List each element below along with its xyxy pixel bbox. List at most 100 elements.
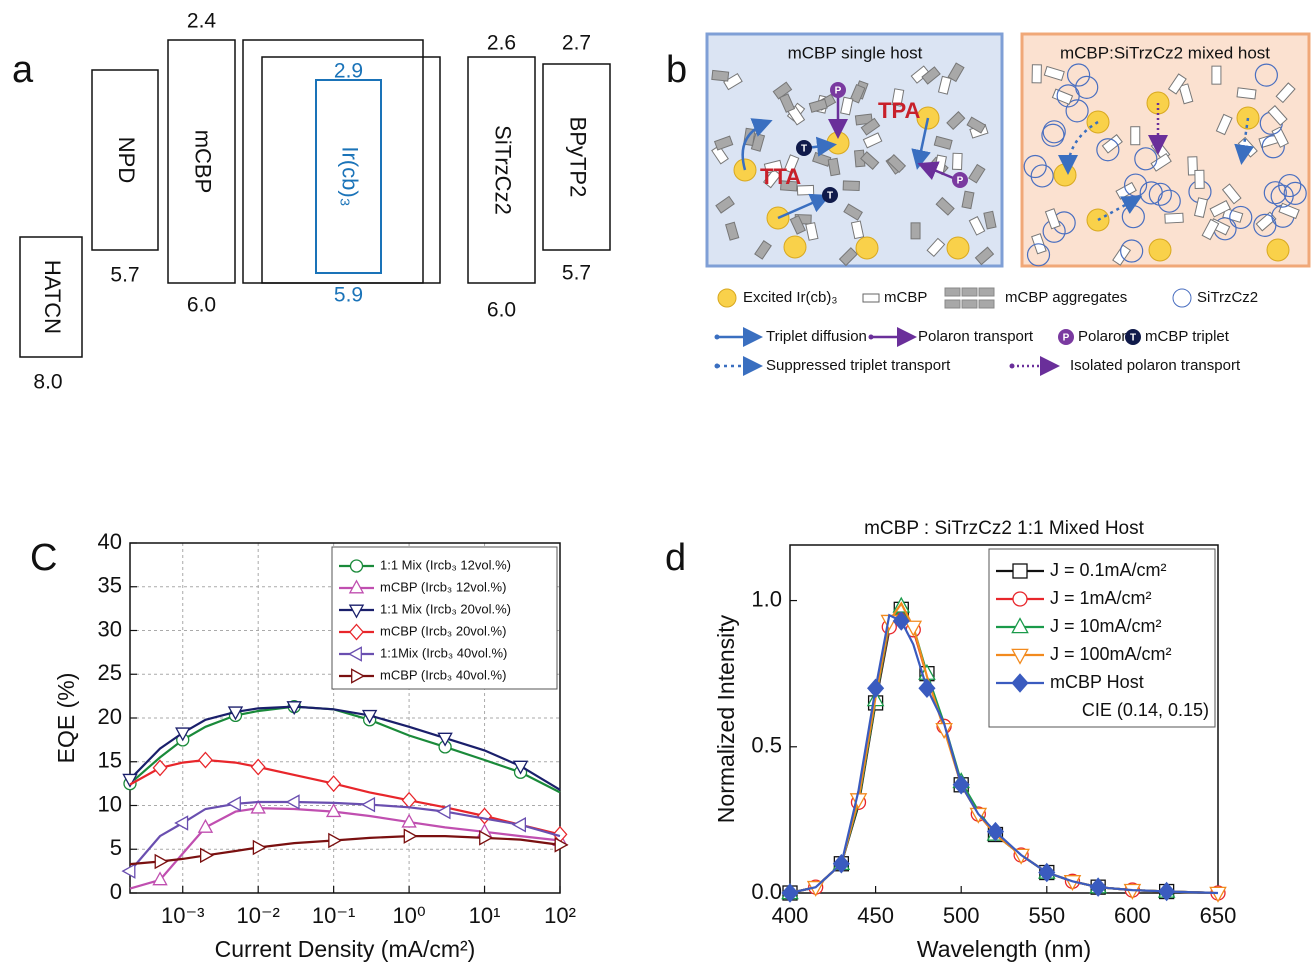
x-tick-label: 400 bbox=[772, 903, 809, 928]
excited-emitter bbox=[1148, 238, 1172, 262]
data-marker bbox=[121, 863, 136, 879]
data-marker bbox=[918, 678, 936, 699]
data-marker bbox=[227, 706, 244, 721]
sitrzcz2-molecule bbox=[1120, 239, 1144, 263]
data-marker bbox=[122, 773, 138, 788]
legend-icon bbox=[978, 287, 995, 297]
mcbp-molecule bbox=[862, 132, 883, 149]
legend-icon bbox=[944, 287, 961, 297]
sitrzcz2-molecule bbox=[1270, 184, 1294, 208]
mcbp-molecule bbox=[1215, 113, 1233, 136]
panel-label: a bbox=[12, 49, 34, 91]
y-tick-label: 0.0 bbox=[751, 879, 782, 904]
mcbp-molecule bbox=[840, 96, 854, 116]
data-marker bbox=[174, 815, 189, 831]
x-tick-label: 10¹ bbox=[469, 903, 501, 928]
data-marker bbox=[986, 821, 1005, 842]
mcbp-molecule bbox=[796, 184, 815, 196]
mcbp-molecule bbox=[783, 154, 800, 174]
data-marker bbox=[325, 803, 342, 818]
legend-text: J = 100mA/cm² bbox=[1050, 644, 1172, 664]
sitrzcz2-molecule bbox=[1065, 99, 1089, 123]
host-title: mCBP:SiTrzCz2 mixed host bbox=[1060, 43, 1270, 62]
sitrzcz2-molecule bbox=[1023, 154, 1047, 179]
energy-level-box bbox=[167, 39, 236, 284]
mcbp-molecule bbox=[762, 168, 782, 189]
mcbp-molecule bbox=[891, 88, 905, 107]
y-tick-label: 25 bbox=[98, 660, 122, 685]
data-marker bbox=[250, 758, 266, 776]
homo-label: 6.0 bbox=[487, 299, 516, 322]
data-marker bbox=[351, 668, 366, 684]
data-marker bbox=[361, 709, 378, 724]
x-tick-label: 10⁻² bbox=[236, 903, 279, 928]
legend-icon bbox=[1172, 288, 1192, 308]
energy-level-box bbox=[467, 56, 536, 284]
y-tick-label: 5 bbox=[110, 835, 122, 860]
mcbp-molecule bbox=[763, 159, 783, 174]
lumo-label: 2.6 bbox=[487, 32, 516, 55]
data-marker bbox=[226, 796, 241, 812]
data-marker bbox=[511, 817, 526, 833]
series-line bbox=[129, 705, 561, 791]
data-marker bbox=[252, 839, 267, 856]
mcbp-aggregate bbox=[754, 240, 772, 260]
data-marker bbox=[348, 604, 365, 619]
data-marker bbox=[200, 847, 215, 864]
sitrzcz2-molecule bbox=[1229, 205, 1253, 230]
polaron-icon bbox=[1058, 329, 1074, 345]
legend-text: mCBP (Ircb₃ 40vol.%) bbox=[380, 667, 506, 682]
series-line bbox=[129, 806, 561, 890]
sitrzcz2-molecule bbox=[1096, 138, 1120, 162]
x-tick-label: 10⁻³ bbox=[161, 903, 204, 928]
mcbp-molecule bbox=[1044, 208, 1061, 230]
x-tick-label: 550 bbox=[1028, 903, 1065, 928]
legend-text: Triplet diffusion bbox=[766, 328, 867, 345]
triplet-symbol: T bbox=[827, 191, 833, 202]
y-tick-label: 35 bbox=[98, 573, 122, 598]
layer-name: SiTrzCz2 bbox=[491, 125, 516, 215]
y-axis-label: Normalized Intensity bbox=[713, 614, 739, 823]
data-marker bbox=[197, 751, 213, 769]
data-marker bbox=[892, 611, 910, 631]
y-tick-label: 40 bbox=[98, 529, 122, 554]
panel-b: b mCBP single host mCBP:SiTrzCz2 mixed h… bbox=[666, 32, 1311, 376]
legend-text: mCBP (Ircb₃ 12vol.%) bbox=[380, 579, 506, 594]
mcbp-aggregate bbox=[849, 83, 866, 104]
x-tick-label: 10² bbox=[544, 903, 576, 928]
data-marker bbox=[285, 794, 300, 810]
mcbp-aggregate bbox=[838, 247, 858, 267]
sitrzcz2-molecule bbox=[1134, 147, 1158, 171]
legend-icon bbox=[961, 299, 978, 309]
legend-icon bbox=[961, 287, 978, 297]
mcbp-molecule bbox=[926, 237, 946, 258]
transport-arrow bbox=[1234, 117, 1255, 165]
sitrzcz2-molecule bbox=[1066, 63, 1091, 87]
mcbp-aggregate bbox=[910, 222, 921, 240]
panel-label: d bbox=[665, 537, 686, 579]
legend-text: 1:1Mix (Ircb₃ 40vol.%) bbox=[380, 645, 507, 660]
homo-label: 5.7 bbox=[110, 264, 139, 287]
transport-arrow bbox=[911, 117, 931, 170]
x-tick-label: 450 bbox=[857, 903, 894, 928]
energy-level-box bbox=[91, 69, 159, 251]
legend-box bbox=[988, 548, 1216, 728]
series-line bbox=[129, 758, 561, 836]
excited-emitter bbox=[783, 235, 807, 259]
mcbp-aggregate bbox=[966, 116, 987, 134]
data-marker bbox=[154, 853, 169, 870]
mcbp-molecule bbox=[711, 144, 729, 165]
legend-text: mCBP bbox=[884, 289, 927, 306]
mcbp-molecule bbox=[1193, 197, 1208, 218]
legend-text: Suppressed triplet transport bbox=[766, 357, 951, 374]
data-marker bbox=[781, 883, 799, 903]
mcbp-aggregate bbox=[779, 93, 796, 113]
data-marker bbox=[401, 813, 417, 828]
panel-a: a HATCN 8.0 NPD 5.7 mCBP 2.4 6.0 Ir(cb)₃ 2.9 5.9 S… bbox=[12, 10, 611, 394]
triplet-icon bbox=[822, 187, 838, 203]
data-marker bbox=[512, 760, 529, 775]
homo-label: 8.0 bbox=[33, 371, 62, 394]
legend-text: Polaron bbox=[1078, 328, 1130, 345]
x-tick-label: 500 bbox=[943, 903, 980, 928]
data-marker bbox=[152, 871, 168, 886]
